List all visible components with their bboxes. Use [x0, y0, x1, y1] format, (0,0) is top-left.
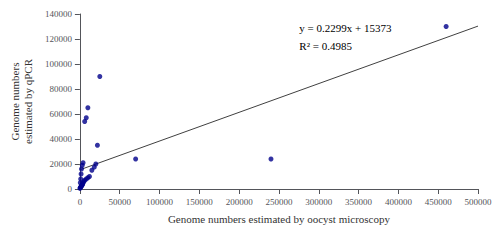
svg-text:40000: 40000	[49, 134, 72, 144]
svg-text:400000: 400000	[385, 197, 413, 207]
svg-text:500000: 500000	[465, 197, 493, 207]
svg-text:300000: 300000	[305, 197, 333, 207]
svg-text:0: 0	[78, 197, 83, 207]
svg-text:140000: 140000	[45, 9, 73, 19]
svg-text:200000: 200000	[226, 197, 254, 207]
svg-text:Genome numbers estimated by oo: Genome numbers estimated by oocyst micro…	[168, 213, 391, 225]
svg-text:100000: 100000	[146, 197, 174, 207]
svg-text:60000: 60000	[49, 109, 72, 119]
svg-text:0: 0	[67, 184, 72, 194]
svg-text:y = 0.2299x + 15373: y = 0.2299x + 15373	[299, 22, 392, 34]
svg-text:estimated by qPCR: estimated by qPCR	[22, 58, 34, 144]
svg-text:50000: 50000	[108, 197, 131, 207]
svg-text:80000: 80000	[49, 84, 72, 94]
svg-text:350000: 350000	[345, 197, 373, 207]
svg-text:250000: 250000	[265, 197, 293, 207]
svg-text:20000: 20000	[49, 159, 72, 169]
svg-text:120000: 120000	[45, 34, 73, 44]
svg-text:150000: 150000	[186, 197, 214, 207]
svg-text:450000: 450000	[425, 197, 453, 207]
svg-text:R² = 0.4985: R² = 0.4985	[299, 40, 352, 52]
svg-text:100000: 100000	[45, 59, 73, 69]
svg-text:Genome numbers: Genome numbers	[9, 63, 21, 141]
